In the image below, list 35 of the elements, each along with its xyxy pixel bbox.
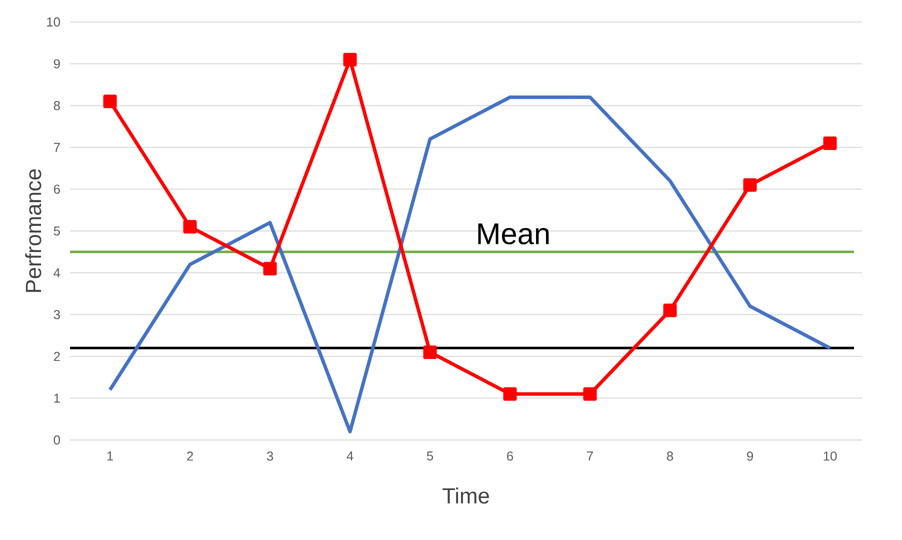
y-tick-label: 9 — [54, 59, 60, 68]
y-tick-label: 8 — [54, 100, 60, 110]
y-tick-label: 4 — [54, 268, 60, 278]
y-tick-label: 2 — [54, 352, 60, 361]
x-tick-label: 8 — [666, 452, 674, 461]
y-tick-label: 5 — [54, 226, 60, 236]
line-series — [108, 95, 832, 434]
x-tick-label: 7 — [587, 452, 593, 460]
point — [663, 304, 677, 318]
x-tick-label: 2 — [187, 452, 193, 461]
point — [183, 220, 197, 234]
ref-line-label: Mean — [478, 224, 549, 244]
x-tick-label: 4 — [346, 452, 354, 460]
y-tick-label: 1 — [54, 394, 60, 403]
x-tick-label: 3 — [266, 452, 274, 461]
point — [503, 387, 517, 401]
y-tick-label: 3 — [54, 310, 60, 320]
point — [103, 94, 117, 108]
x-tick-label: 1 — [107, 452, 113, 460]
x-tick-label: 9 — [747, 452, 753, 461]
point — [823, 136, 837, 150]
x-tick-label: 10 — [824, 452, 837, 461]
x-axis-title: Time — [442, 488, 489, 504]
x-tick-label: 5 — [426, 452, 434, 461]
point — [423, 345, 437, 359]
y-tick-label: 0 — [54, 435, 60, 445]
y-tick-label: 10 — [47, 17, 60, 27]
y-axis-title: Perfromance — [25, 169, 42, 292]
point — [583, 387, 597, 401]
point — [343, 52, 357, 66]
y-tick-label: 7 — [54, 142, 60, 152]
y-tick-label: 6 — [54, 184, 60, 194]
point — [743, 178, 757, 192]
point — [263, 262, 277, 276]
x-tick-label: 6 — [507, 452, 514, 461]
